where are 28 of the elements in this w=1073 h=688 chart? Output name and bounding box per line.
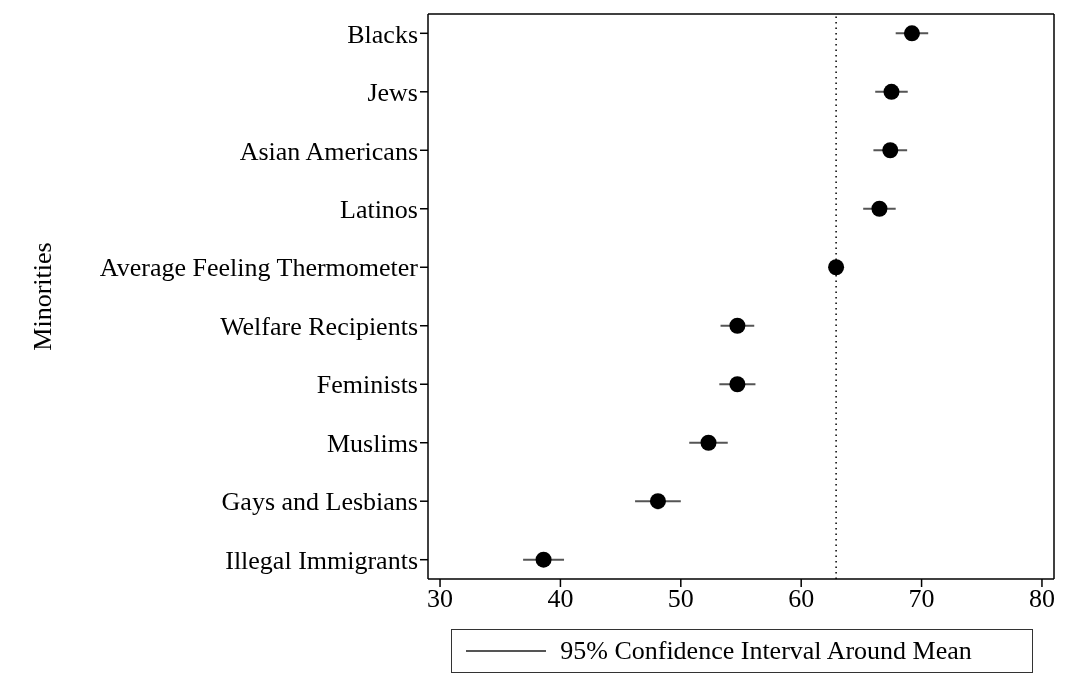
x-tick-label: 70 [908,584,935,614]
y-tick-label: Gays and Lesbians [221,487,418,517]
y-tick-label: Feminists [316,370,418,400]
x-tick-label: 30 [427,584,454,614]
text: 95% Confidence Interval Around Mean [560,636,972,666]
y-tick-label: Average Feeling Thermometer [99,253,419,283]
point [700,434,717,451]
point [871,200,888,217]
point [729,376,746,393]
point [649,493,666,510]
x-tick-label: 60 [788,584,815,614]
point [882,142,899,159]
point [883,83,900,100]
y-tick-label: Welfare Recipients [220,311,418,341]
point [828,259,845,276]
y-tick-label: Latinos [340,195,418,224]
point [535,551,552,568]
x-tick-label: 80 [1028,584,1055,614]
point [903,25,920,42]
y-tick-label: Illegal Immigrants [225,545,418,575]
point [729,317,746,334]
y-tick-label: Jews [367,78,418,108]
y-tick-label: Asian Americans [239,136,418,166]
y-tick-label: Muslims [326,428,418,458]
x-tick-label: 50 [667,584,694,614]
x-tick-label: 40 [547,584,574,614]
y-axis-title: Minorities [28,242,58,351]
y-tick-label: Blacks [347,19,418,49]
